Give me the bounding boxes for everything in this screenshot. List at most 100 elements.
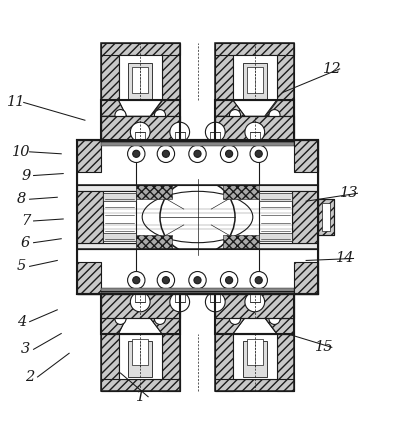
Bar [322, 203, 330, 231]
Bar [136, 235, 172, 264]
Bar [250, 132, 260, 140]
Bar [294, 140, 318, 294]
Bar [215, 379, 294, 391]
Bar [77, 140, 318, 185]
Polygon shape [101, 318, 126, 333]
Circle shape [194, 276, 201, 284]
Circle shape [170, 122, 190, 142]
Bar [128, 342, 152, 377]
Bar [247, 67, 263, 92]
Text: 4: 4 [17, 315, 26, 329]
Bar [103, 233, 136, 241]
Bar [77, 140, 101, 294]
Circle shape [250, 272, 267, 289]
Circle shape [133, 150, 140, 158]
Circle shape [189, 145, 206, 162]
Bar [210, 294, 220, 302]
Bar [247, 339, 263, 365]
Circle shape [205, 292, 225, 312]
Text: 5: 5 [17, 260, 26, 273]
Bar [103, 193, 136, 201]
Bar [101, 379, 180, 391]
Circle shape [255, 150, 262, 158]
Bar [175, 294, 185, 302]
Circle shape [115, 109, 126, 121]
Bar [215, 43, 294, 55]
Bar [101, 294, 180, 318]
Circle shape [128, 145, 145, 162]
Bar [101, 333, 118, 391]
Polygon shape [265, 101, 294, 116]
Bar [215, 294, 294, 318]
Circle shape [255, 276, 262, 284]
Bar [77, 249, 318, 294]
Bar [101, 43, 118, 101]
Circle shape [130, 292, 150, 312]
Circle shape [220, 145, 238, 162]
Bar [215, 43, 294, 101]
Bar [215, 116, 294, 140]
Circle shape [154, 109, 166, 121]
Bar [175, 132, 185, 140]
Circle shape [162, 150, 169, 158]
Bar [77, 263, 101, 294]
Bar [101, 288, 294, 294]
Bar [132, 339, 148, 365]
Text: 10: 10 [13, 145, 31, 159]
Bar [215, 294, 294, 318]
Bar [101, 43, 180, 55]
Bar [136, 249, 259, 294]
Bar [233, 333, 276, 379]
Circle shape [220, 272, 238, 289]
Bar [259, 193, 292, 201]
Bar [136, 140, 259, 185]
Bar [162, 43, 180, 101]
Bar [77, 140, 101, 171]
Polygon shape [118, 101, 162, 116]
Bar [215, 116, 294, 140]
Bar [77, 243, 318, 249]
Polygon shape [101, 101, 126, 116]
Bar [77, 185, 318, 191]
Bar [276, 333, 294, 391]
Text: 11: 11 [7, 95, 25, 109]
Bar [243, 63, 267, 99]
Bar [215, 43, 233, 101]
Bar [101, 140, 294, 146]
Polygon shape [150, 318, 180, 333]
Circle shape [157, 272, 175, 289]
Bar [118, 55, 162, 101]
Bar [132, 67, 148, 92]
Polygon shape [233, 101, 276, 116]
Circle shape [226, 276, 233, 284]
Circle shape [229, 313, 241, 325]
Circle shape [229, 109, 241, 121]
Circle shape [157, 145, 175, 162]
Circle shape [205, 122, 225, 142]
Bar [215, 333, 294, 391]
Circle shape [133, 276, 140, 284]
Polygon shape [215, 318, 245, 333]
Bar [101, 333, 180, 391]
Circle shape [194, 150, 201, 158]
Polygon shape [150, 101, 180, 116]
Polygon shape [215, 101, 245, 116]
Bar [259, 233, 292, 241]
Bar [101, 294, 180, 318]
Bar [292, 191, 318, 243]
Bar [318, 199, 334, 235]
Bar [294, 140, 318, 171]
Bar [77, 191, 103, 243]
Polygon shape [233, 318, 276, 333]
Text: 6: 6 [21, 236, 30, 250]
Bar [101, 116, 180, 140]
Bar [223, 235, 259, 264]
Circle shape [226, 150, 233, 158]
Polygon shape [118, 318, 162, 333]
Bar [233, 55, 276, 101]
Text: 12: 12 [323, 62, 341, 76]
Bar [162, 333, 180, 391]
Bar [259, 191, 292, 243]
Bar [101, 116, 180, 140]
Circle shape [128, 272, 145, 289]
